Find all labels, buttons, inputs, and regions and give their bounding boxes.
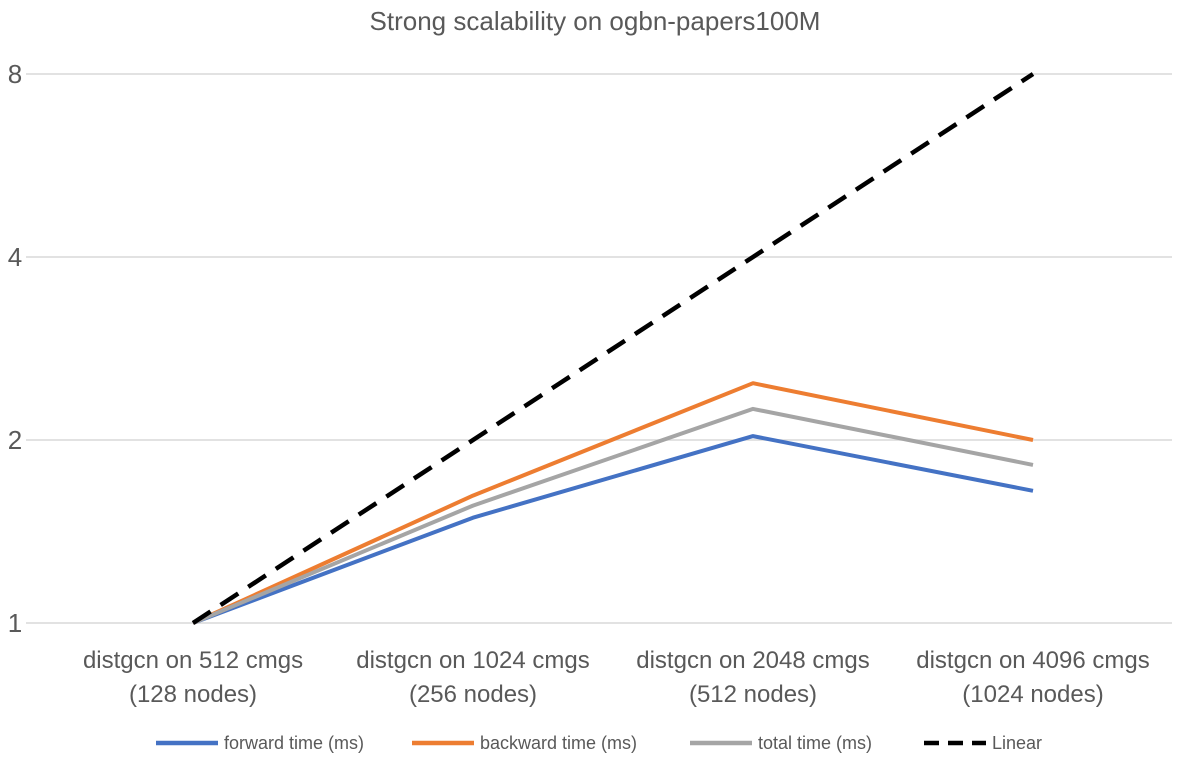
legend-label: backward time (ms) (480, 733, 637, 753)
legend-label: total time (ms) (758, 733, 872, 753)
x-axis-categories: distgcn on 512 cmgs (128 nodes) distgcn on… (83, 647, 1150, 708)
y-tick-label: 8 (8, 59, 22, 89)
series-line-linear (191, 72, 1035, 625)
legend-label: Linear (992, 733, 1042, 753)
x-category-label: distgcn on 2048 cmgs (636, 647, 869, 674)
x-category-label: (512 nodes) (689, 681, 817, 708)
y-tick-label: 1 (8, 608, 22, 638)
series-line-total-time-ms (192, 406, 1034, 625)
y-axis-ticks: 1 2 4 8 (8, 59, 22, 638)
gridlines (26, 73, 1172, 624)
legend: forward time (ms) backward time (ms) total… (156, 733, 1042, 753)
legend-label: forward time (ms) (224, 733, 364, 753)
x-category-label: distgcn on 512 cmgs (83, 647, 303, 674)
x-category-label: distgcn on 1024 cmgs (356, 647, 589, 674)
series-line-forward-time-ms (192, 434, 1034, 625)
chart-title: Strong scalability on ogbn-papers100M (370, 6, 821, 36)
y-tick-label: 2 (8, 425, 22, 455)
y-tick-label: 4 (8, 242, 22, 272)
x-category-label: (256 nodes) (409, 681, 537, 708)
x-category-label: distgcn on 4096 cmgs (916, 647, 1149, 674)
x-category-label: (1024 nodes) (962, 681, 1103, 708)
x-category-label: (128 nodes) (129, 681, 257, 708)
series-lines (191, 72, 1035, 625)
series-line-backward-time-ms (192, 381, 1034, 625)
